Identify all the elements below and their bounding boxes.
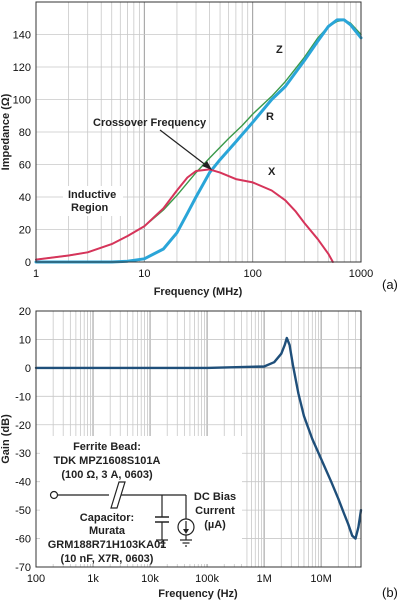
inset-cap-spec: (10 nF, X7R, 0603) bbox=[61, 553, 154, 565]
y-tick-label: 40 bbox=[19, 192, 31, 204]
x-tick-label: 1 bbox=[33, 268, 39, 280]
inset-cap-part: GRM188R71H103KA01 bbox=[48, 539, 167, 551]
y-tick-label: 140 bbox=[13, 30, 31, 42]
y-ticks-b: 20 10 0 -10 -20 -30 -40 -50 -60 -70 bbox=[15, 306, 31, 574]
x-tick-label: 1M bbox=[256, 573, 271, 585]
x-tick-label: 10k bbox=[141, 573, 159, 585]
crossover-arrow-head bbox=[202, 161, 212, 170]
y-tick-label: 120 bbox=[13, 62, 31, 74]
current-source-arrow-head bbox=[183, 529, 189, 534]
y-tick-label: -20 bbox=[15, 420, 31, 432]
series-label-r: R bbox=[266, 111, 274, 123]
panel-label-a: (a) bbox=[382, 277, 398, 292]
y-tick-label: 0 bbox=[25, 363, 31, 375]
y-tick-label: -10 bbox=[15, 391, 31, 403]
grid-a bbox=[36, 2, 361, 262]
x-tick-label: 10M bbox=[310, 573, 331, 585]
series-label-z: Z bbox=[276, 44, 283, 56]
frame-a bbox=[35, 1, 362, 263]
y-tick-label: 60 bbox=[19, 160, 31, 172]
inset-cap-title: Capacitor: bbox=[80, 512, 134, 524]
series-line bbox=[34, 336, 363, 540]
inset-cap-maker: Murata bbox=[89, 525, 126, 537]
series-line-x bbox=[35, 168, 334, 263]
x-tick-label: 100 bbox=[27, 573, 45, 585]
inductive-annotation-line2: Region bbox=[71, 202, 109, 214]
y-axis-label-b: Gain (dB) bbox=[0, 414, 12, 464]
y-axis-label-a: Impedance (Ω) bbox=[0, 93, 12, 170]
series-b bbox=[34, 336, 363, 540]
y-ticks-a: 0 20 40 60 80 100 120 140 bbox=[13, 30, 31, 270]
input-terminal bbox=[49, 490, 59, 500]
x-axis-label-a: Frequency (MHz) bbox=[154, 286, 243, 298]
x-tick-label: 100k bbox=[195, 573, 219, 585]
inset-bias-line1: DC Bias bbox=[194, 491, 236, 503]
x-ticks-a: 1 10 100 1000 bbox=[33, 268, 373, 280]
y-tick-label: -40 bbox=[15, 477, 31, 489]
series-a bbox=[34, 18, 363, 264]
series-line-r bbox=[34, 18, 363, 264]
y-tick-label: 20 bbox=[19, 225, 31, 237]
inset-bead-part: TDK MPZ1608S101A bbox=[54, 455, 161, 467]
x-tick-label: 1000 bbox=[349, 268, 373, 280]
panel-label-b: (b) bbox=[382, 585, 398, 600]
ferrite-bead-symbol bbox=[110, 481, 126, 509]
y-tick-label: -70 bbox=[15, 562, 31, 574]
y-tick-label: 0 bbox=[25, 257, 31, 269]
y-tick-label: -30 bbox=[15, 448, 31, 460]
y-tick-label: 80 bbox=[19, 127, 31, 139]
x-ticks-b: 100 1k 10k 100k 1M 10M bbox=[27, 573, 332, 585]
inset-bias-line3: (µA) bbox=[204, 519, 226, 531]
inset-bead-title: Ferrite Bead: bbox=[73, 441, 141, 453]
panel-a: 0 20 40 60 80 100 120 140 1 10 100 1000 Frequency … bbox=[0, 1, 398, 298]
x-tick-label: 100 bbox=[243, 268, 261, 280]
frame-b bbox=[35, 310, 362, 568]
inset-bias-line2: Current bbox=[195, 505, 235, 517]
inset-schematic: Ferrite Bead: TDK MPZ1608S101A (100 Ω, 3… bbox=[48, 441, 236, 565]
y-tick-label: -50 bbox=[15, 505, 31, 517]
x-tick-label: 10 bbox=[138, 268, 150, 280]
crossover-arrow-line bbox=[159, 129, 208, 167]
inset-background bbox=[40, 436, 242, 564]
y-tick-label: 20 bbox=[19, 306, 31, 318]
inset-bead-spec: (100 Ω, 3 A, 0603) bbox=[61, 469, 153, 481]
y-tick-label: 100 bbox=[13, 95, 31, 107]
series-label-x: X bbox=[268, 166, 276, 178]
crossover-annotation: Crossover Frequency bbox=[93, 117, 207, 129]
inductive-annotation-line1: Inductive bbox=[68, 189, 116, 201]
x-tick-label: 1k bbox=[87, 573, 99, 585]
y-tick-label: 10 bbox=[19, 334, 31, 346]
x-axis-label-b: Frequency (Hz) bbox=[158, 588, 238, 600]
y-tick-label: -60 bbox=[15, 534, 31, 546]
inductive-label-background bbox=[63, 186, 123, 216]
